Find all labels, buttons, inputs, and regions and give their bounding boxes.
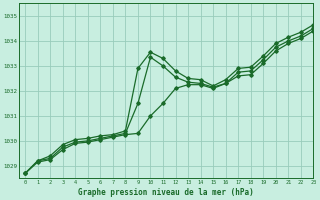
- X-axis label: Graphe pression niveau de la mer (hPa): Graphe pression niveau de la mer (hPa): [78, 188, 254, 197]
